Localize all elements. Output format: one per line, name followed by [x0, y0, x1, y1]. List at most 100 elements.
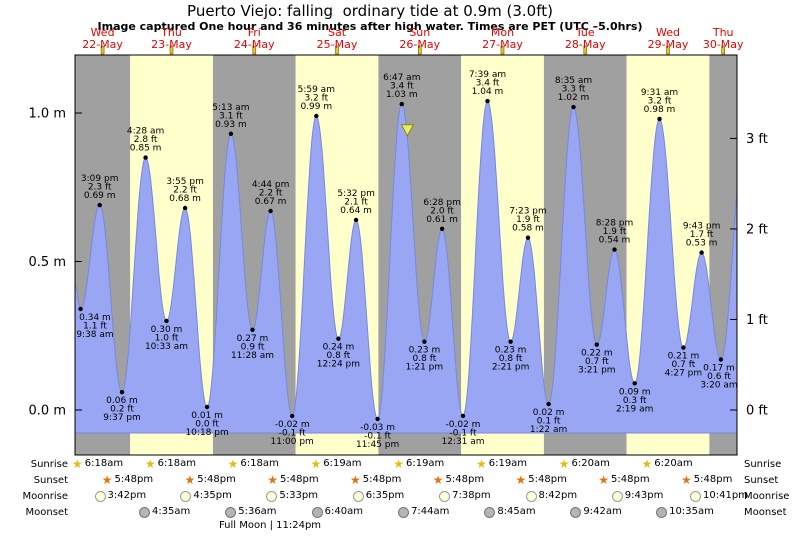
moonset-time: 10:35am — [669, 506, 714, 517]
sunrise-entry: ★ 6:18am — [72, 458, 123, 470]
tide-extreme-label: 0.34 m — [79, 313, 111, 323]
tide-extreme-label: 0.54 m — [599, 236, 631, 246]
tide-extreme-label: -0.1 ft — [279, 428, 306, 438]
sunrise-time: 6:18am — [84, 458, 124, 469]
tide-point — [485, 98, 490, 104]
day-label: Mon 27-May — [482, 26, 523, 51]
sunrise-entry: ★ 6:20am — [641, 458, 692, 470]
tide-extreme-label: 3.3 ft — [562, 85, 586, 95]
tide-extreme-label: 1.9 ft — [603, 227, 627, 237]
tide-extreme-label: 3:55 pm — [166, 177, 204, 187]
tide-point — [268, 208, 273, 214]
tide-extreme-label: -0.02 m — [446, 420, 481, 430]
tide-extreme-label: 1.1 ft — [83, 322, 107, 332]
tide-point — [460, 413, 466, 419]
y-axis-label-ft: 0 ft — [746, 404, 768, 419]
moonrise-entry: 6:35pm — [352, 490, 404, 502]
page-subtitle: Image captured One hour and 36 minutes a… — [97, 20, 643, 33]
day-tick-icon — [335, 45, 339, 55]
moonrise-time: 10:41pm — [703, 490, 748, 501]
tide-extreme-label: 10:18 pm — [185, 428, 228, 438]
day-tick-icon — [169, 45, 174, 55]
sunset-star-icon: ★ — [350, 473, 361, 487]
moonset-row-label: Moonset — [744, 507, 787, 518]
moonrise-moon-icon — [525, 490, 537, 502]
tide-extreme-label: 0.98 m — [644, 105, 676, 115]
sunset-time: 5:48pm — [693, 474, 733, 485]
sunset-time: 5:48pm — [528, 474, 567, 485]
tide-extreme-label: 9:43 pm — [683, 222, 721, 232]
moonrise-moon-icon — [94, 490, 106, 502]
sunrise-time: 6:19am — [323, 458, 362, 469]
tide-extreme-label: 5:13 am — [212, 103, 249, 113]
moonrise-moon-icon — [180, 490, 192, 502]
sunrise-time: 6:18am — [240, 458, 279, 469]
tide-extreme-label: 1.0 ft — [155, 333, 179, 343]
tide-extreme-label: 2:21 pm — [492, 363, 530, 373]
tide-extreme-label: 0.23 m — [495, 346, 527, 356]
moonrise-entry: 9:43pm — [611, 490, 663, 502]
day-tick-icon — [500, 45, 505, 55]
moonrise-time: 3:42pm — [107, 490, 147, 501]
tide-extreme-label: 7:23 pm — [509, 207, 547, 217]
tide-extreme-label: 8:28 pm — [596, 219, 634, 229]
tide-extreme-label: 3.2 ft — [304, 94, 328, 104]
sunrise-star-icon: ★ — [558, 457, 570, 471]
moonrise-moon-icon — [439, 490, 451, 502]
tide-extreme-label: 1.02 m — [558, 93, 590, 103]
tide-point — [508, 339, 513, 344]
sunrise-time: 6:19am — [488, 458, 528, 469]
tide-extreme-label: 1.03 m — [386, 90, 418, 100]
tide-plot-svg: 0.34 m1.1 ft9:38 am 3:09 pm2.3 ft0.69 m 0.… — [29, 45, 768, 456]
tide-extreme-label: 6:47 am — [383, 73, 420, 83]
sunset-star-icon: ★ — [598, 473, 610, 487]
sunset-entry: ★ 5:48pm — [516, 474, 567, 486]
tide-extreme-label: -0.02 m — [275, 420, 310, 430]
y-axis-label-ft: 2 ft — [746, 222, 768, 237]
sunset-entry: ★ 5:48pm — [598, 474, 649, 486]
y-axis-label-m: 0.5 m — [29, 255, 66, 270]
tide-point — [657, 116, 662, 122]
tide-point — [250, 327, 255, 332]
tide-extreme-label: 0.58 m — [512, 224, 544, 234]
tide-extreme-label: 0.6 ft — [707, 372, 731, 382]
tide-point — [97, 202, 102, 208]
sunset-time: 5:48pm — [445, 474, 485, 485]
moonset-row-label: Moonset — [25, 507, 69, 518]
day-label: Wed 29-May — [647, 26, 689, 51]
tide-extreme-label: 0.27 m — [237, 334, 269, 344]
sunset-entry: ★ 5:48pm — [350, 474, 401, 486]
moonrise-time: 5:33pm — [279, 490, 318, 501]
moonrise-time: 4:35pm — [193, 490, 232, 501]
tide-extreme-label: 2.2 ft — [173, 186, 197, 196]
tide-extreme-label: 1.04 m — [472, 87, 504, 97]
sunset-star-icon: ★ — [515, 473, 527, 487]
day-label: Fri 24-May — [233, 26, 275, 51]
tide-point — [119, 390, 125, 395]
tide-extreme-label: 2.3 ft — [88, 183, 112, 193]
tide-point — [228, 131, 234, 136]
day-tick-icon — [666, 45, 670, 55]
moonrise-moon-icon — [266, 490, 278, 502]
sunset-time: 5:48pm — [611, 474, 650, 485]
sunrise-star-icon: ★ — [475, 457, 487, 471]
tide-point — [632, 381, 637, 386]
tide-extreme-label: 1.9 ft — [516, 215, 540, 225]
sunrise-entry: ★ 6:19am — [310, 458, 361, 470]
moonset-moon-icon — [311, 506, 323, 518]
moonset-entry: 4:35am — [138, 506, 190, 518]
tide-point — [718, 357, 724, 362]
moonrise-moon-icon — [611, 490, 623, 502]
sunset-time: 5:48pm — [114, 474, 154, 485]
tide-extreme-label: 0.93 m — [215, 120, 247, 130]
tide-point — [571, 104, 576, 110]
current-tide-marker-icon — [400, 124, 415, 137]
y-axis-label-m: 0.0 m — [29, 404, 66, 419]
sunrise-time: 6:20am — [654, 458, 693, 469]
tide-extreme-label: 0.09 m — [619, 387, 651, 397]
moonrise-row-label: Moonrise — [22, 491, 68, 502]
day-tick-icon — [252, 45, 257, 55]
sunrise-entry: ★ 6:19am — [393, 458, 444, 470]
sunset-entry: ★ 5:48pm — [681, 474, 732, 486]
